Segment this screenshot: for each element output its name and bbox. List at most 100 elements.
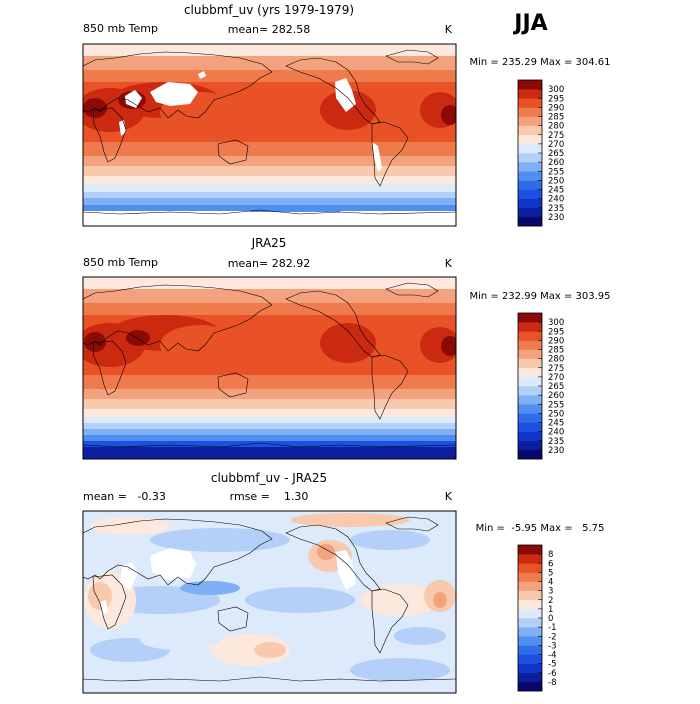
colorbar-swatch xyxy=(518,313,542,323)
colorbar-tick-label: 250 xyxy=(548,176,564,186)
colorbar-tick-label: 260 xyxy=(548,391,564,401)
colorbar-tick-label: 230 xyxy=(548,213,564,223)
panel-1-colorbar: 2302352402452502552602652702752802852902… xyxy=(517,79,564,227)
colorbar-swatch xyxy=(518,563,542,573)
colorbar-tick-label: 0 xyxy=(548,614,553,624)
colorbar-swatch xyxy=(518,654,542,664)
colorbar-swatch xyxy=(518,216,542,227)
colorbar-swatch xyxy=(518,636,542,646)
panel-1-minmax: Min = 235.29 Max = 304.61 xyxy=(469,57,610,68)
colorbar-tick-label: 235 xyxy=(548,437,564,447)
colorbar-swatch xyxy=(518,162,542,172)
colorbar-swatch xyxy=(518,349,542,359)
colorbar-tick-label: 260 xyxy=(548,158,564,168)
colorbar-swatch xyxy=(518,422,542,432)
colorbar-tick-label: 245 xyxy=(548,186,564,196)
colorbar-swatch xyxy=(518,645,542,655)
colorbar-tick-label: 300 xyxy=(548,85,564,95)
colorbar-tick-label: 2 xyxy=(548,596,553,606)
colorbar-swatch xyxy=(518,672,542,683)
panel-2-colorbar: 2302352402452502552602652702752802852902… xyxy=(517,312,564,460)
colorbar-swatch xyxy=(518,340,542,350)
panel-3-coastlines xyxy=(83,516,456,682)
colorbar-swatch xyxy=(518,358,542,369)
panel-3-map xyxy=(83,511,456,693)
colorbar-swatch xyxy=(518,107,542,117)
panel-3-units: K xyxy=(445,490,453,503)
colorbar-tick-label: 280 xyxy=(548,122,564,132)
panel-1: clubbmf_uv (yrs 1979-1979) 850 mb Temp m… xyxy=(82,3,611,227)
colorbar-swatch xyxy=(518,395,542,405)
colorbar-tick-label: 240 xyxy=(548,195,564,205)
panel-2-units: K xyxy=(445,257,453,270)
colorbar-swatch xyxy=(518,376,542,387)
colorbar-tick-label: 275 xyxy=(548,364,564,374)
colorbar-swatch xyxy=(518,413,542,423)
colorbar-tick-label: 4 xyxy=(548,578,553,588)
colorbar-tick-label: 8 xyxy=(548,550,553,560)
colorbar-swatch xyxy=(518,153,542,163)
panel-2-minmax: Min = 232.99 Max = 303.95 xyxy=(469,291,610,302)
colorbar-swatch xyxy=(518,89,542,99)
colorbar-tick-label: -6 xyxy=(548,669,556,679)
colorbar-tick-label: 5 xyxy=(548,568,553,578)
colorbar-tick-label: 250 xyxy=(548,409,564,419)
colorbar-swatch xyxy=(518,207,542,218)
colorbar-swatch xyxy=(518,681,542,692)
colorbar-tick-label: 245 xyxy=(548,419,564,429)
colorbar-swatch xyxy=(518,618,542,628)
colorbar-swatch xyxy=(518,125,542,136)
panel-2-map xyxy=(83,277,456,459)
colorbar-swatch xyxy=(518,590,542,601)
colorbar-swatch xyxy=(518,80,542,90)
colorbar-swatch xyxy=(518,331,542,341)
colorbar-swatch xyxy=(518,431,542,442)
colorbar-swatch xyxy=(518,171,542,181)
panel-1-center-label: mean= 282.58 xyxy=(228,23,310,36)
colorbar-tick-label: 285 xyxy=(548,113,564,123)
colorbar-swatch xyxy=(518,386,542,396)
colorbar-tick-label: 290 xyxy=(548,336,564,346)
colorbar-swatch xyxy=(518,449,542,460)
colorbar-tick-label: -1 xyxy=(548,623,556,633)
colorbar-swatch xyxy=(518,189,542,199)
colorbar-swatch xyxy=(518,599,542,610)
colorbar-swatch xyxy=(518,627,542,637)
colorbar-swatch xyxy=(518,180,542,190)
colorbar-tick-label: 300 xyxy=(548,318,564,328)
colorbar-tick-label: 230 xyxy=(548,446,564,456)
colorbar-tick-label: 6 xyxy=(548,559,553,569)
colorbar-swatch xyxy=(518,116,542,126)
colorbar-tick-label: 235 xyxy=(548,204,564,214)
colorbar-tick-label: -4 xyxy=(548,651,556,661)
panel-1-frame xyxy=(82,43,457,227)
colorbar-tick-label: 265 xyxy=(548,382,564,392)
colorbar-swatch xyxy=(518,554,542,564)
colorbar-tick-label: 270 xyxy=(548,140,564,150)
colorbar-tick-label: 1 xyxy=(548,605,553,615)
panel-1-title: clubbmf_uv (yrs 1979-1979) xyxy=(184,3,354,17)
colorbar-tick-label: 255 xyxy=(548,400,564,410)
panel-1-left-label: 850 mb Temp xyxy=(83,22,158,35)
colorbar-tick-label: 240 xyxy=(548,428,564,438)
panel-2: JRA25 850 mb Temp mean= 282.92 K xyxy=(82,236,611,460)
panel-3: clubbmf_uv - JRA25 mean = -0.33 rmse = 1… xyxy=(82,471,604,694)
panel-2-left-label: 850 mb Temp xyxy=(83,256,158,269)
colorbar-swatch xyxy=(518,545,542,555)
colorbar-tick-label: 255 xyxy=(548,167,564,177)
colorbar-swatch xyxy=(518,581,542,591)
panel-1-coastlines xyxy=(83,49,456,215)
colorbar-tick-label: -5 xyxy=(548,660,556,670)
colorbar-swatch xyxy=(518,98,542,108)
colorbar-swatch xyxy=(518,440,542,451)
panel-3-left-label: mean = -0.33 xyxy=(83,490,166,503)
panel-3-center-label: rmse = 1.30 xyxy=(230,490,309,503)
colorbar-tick-label: 295 xyxy=(548,94,564,104)
panel-2-coastlines xyxy=(83,282,456,448)
colorbar-tick-label: -8 xyxy=(548,678,556,688)
colorbar-swatch xyxy=(518,608,542,619)
colorbar-tick-label: 295 xyxy=(548,327,564,337)
colorbar-tick-label: -2 xyxy=(548,632,556,642)
colorbar-tick-label: 265 xyxy=(548,149,564,159)
